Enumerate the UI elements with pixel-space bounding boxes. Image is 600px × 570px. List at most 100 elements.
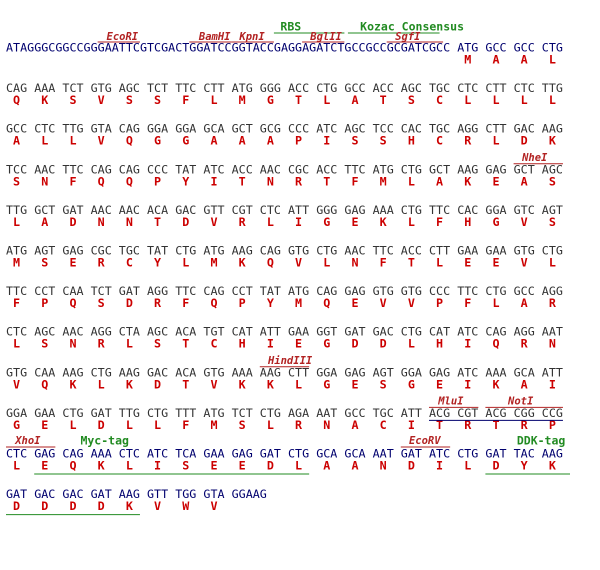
amino-acid: Q	[126, 134, 133, 148]
amino-acid: N	[98, 215, 105, 229]
amino-acid: I	[267, 337, 274, 351]
amino-acid: S	[182, 459, 189, 473]
amino-acid: E	[295, 337, 302, 351]
amino-acid: T	[182, 377, 189, 391]
amino-acid: Y	[182, 174, 189, 188]
amino-acid: S	[549, 215, 556, 229]
amino-acid: L	[13, 337, 20, 351]
amino-acid: V	[210, 377, 217, 391]
amino-acid: R	[98, 256, 106, 270]
amino-acid: A	[521, 53, 528, 67]
amino-acid: T	[239, 174, 246, 188]
amino-acid: F	[436, 215, 443, 229]
amino-acid: I	[295, 215, 302, 229]
dna-sequence: CTC GAG CAG AAA CTC ATC TCA GAA GAG GAT …	[6, 447, 563, 461]
amino-acid: A	[210, 134, 217, 148]
amino-acid: S	[351, 134, 358, 148]
amino-acid: E	[41, 418, 48, 432]
amino-acid: K	[41, 93, 48, 107]
amino-acid: R	[295, 174, 303, 188]
amino-acid: G	[323, 215, 330, 229]
amino-acid: L	[126, 418, 133, 432]
amino-acid: G	[267, 93, 274, 107]
site-label: KpnI	[238, 31, 265, 43]
amino-acid: N	[69, 337, 76, 351]
amino-acid: A	[351, 459, 358, 473]
amino-acid: E	[210, 459, 217, 473]
amino-acid: F	[380, 256, 387, 270]
amino-acid: L	[408, 215, 415, 229]
amino-acid: D	[380, 337, 387, 351]
amino-acid: L	[126, 337, 133, 351]
amino-acid: V	[98, 93, 105, 107]
amino-acid: L	[126, 459, 133, 473]
amino-acid: N	[267, 174, 274, 188]
amino-acid: R	[464, 418, 472, 432]
amino-acid: Y	[267, 296, 274, 310]
amino-acid: L	[464, 93, 471, 107]
amino-acid: K	[126, 377, 133, 391]
amino-acid: V	[154, 499, 161, 513]
amino-acid: E	[69, 256, 76, 270]
amino-acid: E	[436, 377, 443, 391]
amino-acid: K	[464, 174, 471, 188]
amino-acid: K	[239, 377, 246, 391]
amino-acid: F	[69, 174, 76, 188]
amino-acid: S	[13, 174, 20, 188]
amino-acid: L	[98, 377, 105, 391]
amino-acid: S	[154, 93, 161, 107]
amino-acid: L	[549, 93, 556, 107]
amino-acid: F	[351, 174, 358, 188]
amino-acid: C	[210, 337, 217, 351]
amino-acid: G	[13, 418, 20, 432]
amino-acid: K	[126, 499, 133, 513]
amino-acid: N	[351, 256, 358, 270]
amino-acid: W	[182, 499, 190, 513]
amino-acid: L	[295, 459, 302, 473]
site-label: MluI	[437, 395, 464, 407]
amino-acid: I	[464, 337, 471, 351]
amino-acid: R	[549, 296, 557, 310]
amino-acid: E	[239, 459, 246, 473]
amino-acid: V	[408, 296, 415, 310]
amino-acid: Q	[323, 296, 330, 310]
amino-acid: N	[380, 459, 387, 473]
amino-acid: M	[210, 418, 217, 432]
amino-acid: V	[98, 134, 105, 148]
amino-acid: D	[182, 215, 189, 229]
amino-acid: L	[521, 93, 528, 107]
amino-acid: R	[464, 134, 472, 148]
amino-acid: R	[239, 215, 247, 229]
amino-acid: S	[380, 134, 387, 148]
amino-acid: S	[380, 377, 387, 391]
dna-sequence: CTC AGC AAC AGG CTA AGC ACA TGT CAT ATT …	[6, 325, 563, 339]
amino-acid: S	[154, 337, 161, 351]
site-label: BglII	[309, 31, 342, 43]
amino-acid: Q	[69, 459, 76, 473]
amino-acid: K	[549, 134, 556, 148]
amino-acid: D	[267, 459, 274, 473]
amino-acid: L	[549, 256, 556, 270]
amino-acid: D	[351, 337, 358, 351]
amino-acid: K	[69, 377, 76, 391]
amino-acid: T	[182, 337, 189, 351]
amino-acid: E	[351, 296, 358, 310]
amino-acid: P	[436, 296, 443, 310]
amino-acid: I	[154, 459, 161, 473]
amino-acid: V	[380, 296, 387, 310]
amino-acid: K	[267, 377, 274, 391]
dna-sequence: ATAGGGCGGCCGGGAATTCGTCGACTGGATCCGGTACCGA…	[6, 41, 563, 55]
amino-acid: L	[267, 215, 274, 229]
dna-sequence: CAG AAA TCT GTG AGC TCT TTC CTT ATG GGG …	[6, 81, 563, 95]
amino-acid: I	[210, 174, 217, 188]
amino-acid: L	[408, 174, 415, 188]
amino-acid: S	[98, 296, 105, 310]
site-label: SgfI	[395, 31, 421, 43]
amino-acid: K	[492, 377, 499, 391]
amino-acid: D	[98, 418, 105, 432]
amino-acid: S	[549, 174, 556, 188]
dna-sequence: GTG CAA AAG CTG AAG GAC ACA GTG AAA AAG …	[6, 365, 563, 379]
amino-acid: V	[13, 377, 20, 391]
amino-acid: H	[239, 337, 246, 351]
amino-acid: D	[521, 134, 528, 148]
